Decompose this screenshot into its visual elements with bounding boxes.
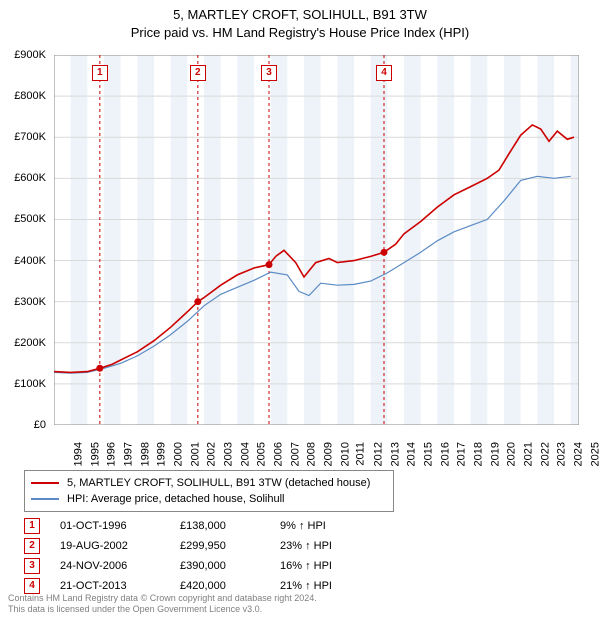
y-axis-labels: £0£100K£200K£300K£400K£500K£600K£700K£80…: [0, 55, 50, 425]
y-tick-label: £700K: [14, 131, 46, 143]
x-tick-label: 2008: [306, 442, 318, 466]
y-tick-label: £100K: [14, 378, 46, 390]
x-tick-label: 2002: [206, 442, 218, 466]
y-tick-label: £200K: [14, 337, 46, 349]
x-tick-label: 1999: [156, 442, 168, 466]
legend-item: 5, MARTLEY CROFT, SOLIHULL, B91 3TW (det…: [31, 475, 387, 491]
x-tick-label: 2017: [456, 442, 468, 466]
x-tick-label: 1995: [89, 442, 101, 466]
chart-title: 5, MARTLEY CROFT, SOLIHULL, B91 3TW Pric…: [0, 0, 600, 42]
y-tick-label: £600K: [14, 172, 46, 184]
x-tick-label: 1998: [139, 442, 151, 466]
x-tick-label: 2016: [439, 442, 451, 466]
x-tick-label: 1994: [72, 442, 84, 466]
y-tick-label: £500K: [14, 213, 46, 225]
x-tick-label: 2018: [472, 442, 484, 466]
sale-event-row: 2 19-AUG-2002£299,95023% ↑ HPI: [24, 536, 360, 556]
x-tick-label: 1997: [122, 442, 134, 466]
x-tick-label: 2003: [222, 442, 234, 466]
sale-event-price: £390,000: [180, 560, 280, 572]
x-axis-labels: 1994 1995 1996 1997 1998 1999 2000 2001 2002 2003…: [54, 428, 579, 468]
x-tick-label: 2001: [189, 442, 201, 466]
x-tick-label: 2022: [539, 442, 551, 466]
x-tick-label: 2006: [272, 442, 284, 466]
sale-event-price: £420,000: [180, 580, 280, 592]
sale-event-date: 19-AUG-2002: [60, 540, 180, 552]
x-tick-label: 2025: [589, 442, 600, 466]
x-tick-label: 2024: [572, 442, 584, 466]
footer-line-1: Contains HM Land Registry data © Crown c…: [8, 593, 317, 603]
chart-container: 5, MARTLEY CROFT, SOLIHULL, B91 3TW Pric…: [0, 0, 600, 620]
sale-event-index: 1: [24, 518, 40, 534]
sale-marker-2: 2: [190, 65, 206, 81]
legend-label: HPI: Average price, detached house, Soli…: [67, 493, 285, 505]
legend-swatch: [31, 498, 59, 500]
x-tick-label: 2004: [239, 442, 251, 466]
x-tick-label: 1996: [106, 442, 118, 466]
x-tick-label: 2020: [506, 442, 518, 466]
legend-box: 5, MARTLEY CROFT, SOLIHULL, B91 3TW (det…: [24, 470, 394, 512]
title-line-2: Price paid vs. HM Land Registry's House …: [131, 25, 469, 40]
sale-event-row: 3 24-NOV-2006£390,00016% ↑ HPI: [24, 556, 360, 576]
sale-event-price: £138,000: [180, 520, 280, 532]
sale-marker-4: 4: [376, 65, 392, 81]
legend-item: HPI: Average price, detached house, Soli…: [31, 491, 387, 507]
sale-marker-3: 3: [261, 65, 277, 81]
sale-event-diff: 16% ↑ HPI: [280, 560, 360, 572]
x-tick-label: 2010: [339, 442, 351, 466]
plot-area: 1 2 3 4: [54, 55, 579, 425]
sale-event-index: 2: [24, 538, 40, 554]
x-tick-label: 2005: [256, 442, 268, 466]
legend-label: 5, MARTLEY CROFT, SOLIHULL, B91 3TW (det…: [67, 477, 370, 489]
x-tick-label: 2007: [289, 442, 301, 466]
x-tick-label: 2023: [556, 442, 568, 466]
y-tick-label: £800K: [14, 90, 46, 102]
x-tick-label: 2009: [322, 442, 334, 466]
title-line-1: 5, MARTLEY CROFT, SOLIHULL, B91 3TW: [173, 7, 427, 22]
sale-marker-1: 1: [92, 65, 108, 81]
x-tick-label: 2013: [389, 442, 401, 466]
y-tick-label: £900K: [14, 49, 46, 61]
y-tick-label: £400K: [14, 255, 46, 267]
x-tick-label: 2021: [522, 442, 534, 466]
sale-event-date: 21-OCT-2013: [60, 580, 180, 592]
footer-line-2: This data is licensed under the Open Gov…: [8, 604, 262, 614]
sale-event-diff: 9% ↑ HPI: [280, 520, 360, 532]
footer-attribution: Contains HM Land Registry data © Crown c…: [8, 593, 317, 616]
legend-swatch: [31, 482, 59, 484]
sale-event-price: £299,950: [180, 540, 280, 552]
y-tick-label: £300K: [14, 296, 46, 308]
x-tick-label: 2019: [489, 442, 501, 466]
x-tick-label: 2015: [422, 442, 434, 466]
sale-event-date: 24-NOV-2006: [60, 560, 180, 572]
sale-event-index: 4: [24, 578, 40, 594]
sale-event-diff: 23% ↑ HPI: [280, 540, 360, 552]
sale-event-date: 01-OCT-1996: [60, 520, 180, 532]
x-tick-label: 2012: [372, 442, 384, 466]
x-tick-label: 2011: [355, 442, 367, 466]
sale-events-table: 1 01-OCT-1996£138,0009% ↑ HPI 2 19-AUG-2002…: [24, 516, 360, 596]
x-tick-label: 2014: [406, 442, 418, 466]
sale-event-diff: 21% ↑ HPI: [280, 580, 360, 592]
sale-event-index: 3: [24, 558, 40, 574]
x-tick-label: 2000: [172, 442, 184, 466]
sale-event-row: 1 01-OCT-1996£138,0009% ↑ HPI: [24, 516, 360, 536]
y-tick-label: £0: [34, 419, 46, 431]
chart-svg: [54, 55, 579, 425]
